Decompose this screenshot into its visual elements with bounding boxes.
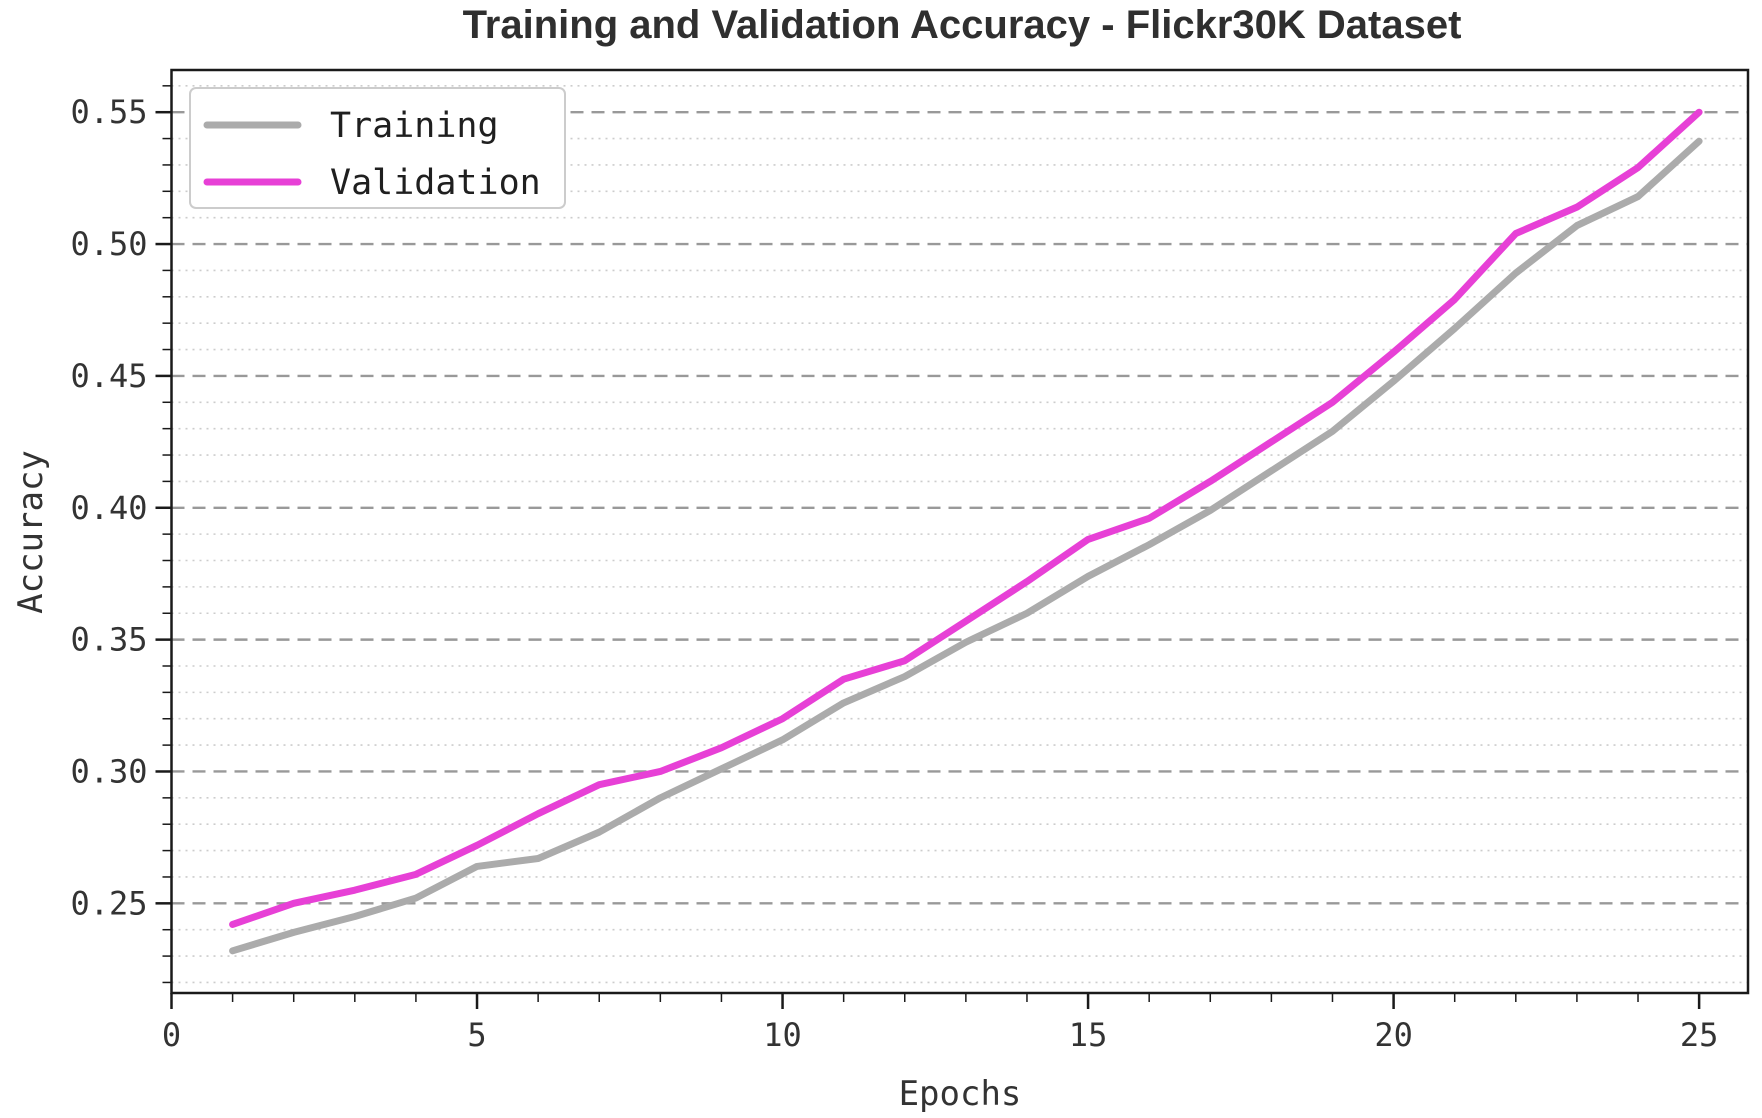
validation-series-line (229, 108, 1703, 928)
legend: Training Validation (189, 87, 566, 209)
plot-frame (170, 68, 1750, 995)
x-tick-label: 20 (1374, 1016, 1413, 1054)
training-series-line (229, 137, 1703, 955)
y-tick-label: 0.40 (70, 489, 147, 527)
y-tick-label: 0.55 (70, 93, 147, 131)
x-axis-label: Epochs (899, 1074, 1022, 1114)
y-tick-label: 0.25 (70, 884, 147, 922)
training-legend-label: Training (330, 106, 499, 146)
chart-title: Training and Validation Accuracy - Flick… (463, 3, 1462, 47)
gridlines (171, 85, 1748, 984)
y-tick-label: 0.50 (70, 225, 147, 263)
x-tick-label: 25 (1680, 1016, 1719, 1054)
y-tick-label: 0.30 (70, 752, 147, 790)
y-axis-label: Accuracy (11, 450, 51, 614)
legend-box (189, 87, 566, 209)
axis-ticks (155, 85, 1701, 1009)
x-tick-label: 10 (763, 1016, 802, 1054)
x-tick-label: 0 (162, 1016, 181, 1054)
x-tick-label: 15 (1069, 1016, 1108, 1054)
validation-legend-label: Validation (330, 163, 541, 203)
y-tick-label: 0.45 (70, 357, 147, 395)
data-series (229, 108, 1703, 955)
y-tick-label: 0.35 (70, 621, 147, 659)
x-tick-label: 5 (467, 1016, 486, 1054)
axis-tick-labels: 0.25 0.30 0.35 0.40 0.45 0.50 0.55 0 5 10 15 20 25 (70, 93, 1718, 1054)
